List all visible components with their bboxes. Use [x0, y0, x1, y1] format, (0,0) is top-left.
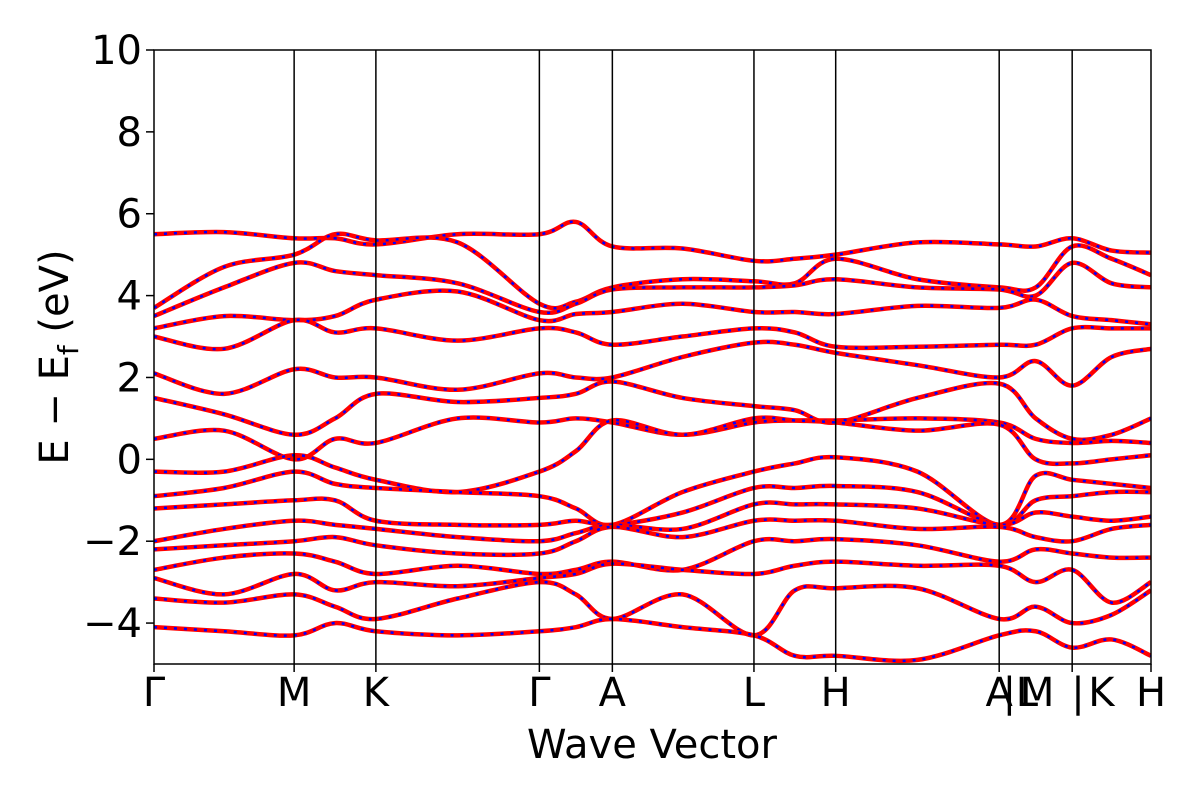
y-tick-label: 0	[117, 437, 142, 483]
x-tick-label: A	[599, 670, 627, 716]
x-tick-label: K	[1088, 670, 1116, 716]
y-tick-label: 10	[91, 28, 142, 74]
y-tick-label: −4	[83, 601, 142, 647]
band-line-8-solid	[154, 415, 1151, 495]
band-line-9-dashed	[154, 455, 1151, 527]
band-line-3-dashed	[154, 289, 1151, 330]
y-tick-label: −2	[83, 519, 142, 565]
band-line-7-dashed	[154, 416, 1151, 461]
x-tick-label: M	[1020, 670, 1055, 716]
band-line-4-dashed	[154, 318, 1151, 351]
x-tick-label: L	[1016, 670, 1039, 716]
x-tick-label: H	[821, 670, 851, 716]
band-lines	[154, 219, 1151, 664]
band-line-14-dashed	[154, 560, 1151, 604]
band-line-9-solid	[154, 454, 1151, 528]
kpoint-divider-lines	[293, 50, 1073, 664]
y-axis-label-main: E − E	[32, 355, 78, 465]
band-line-6-dashed	[154, 380, 1151, 442]
x-tick-label: H	[1136, 670, 1166, 716]
x-tick-label: L	[743, 670, 766, 716]
y-axis-label: E − Ef (eV)	[32, 249, 85, 464]
band-line-1-dashed	[154, 232, 1151, 310]
x-tick-label: M	[277, 670, 312, 716]
x-axis-label: Wave Vector	[527, 722, 778, 768]
y-tick-label: 4	[117, 274, 142, 320]
band-line-15-solid	[154, 579, 1151, 638]
band-line-16-solid	[154, 616, 1151, 664]
band-line-5-dashed	[154, 340, 1151, 396]
plot-frame	[153, 49, 1152, 665]
x-tick-label: K	[363, 670, 391, 716]
x-axis-ticks: Γ M K Γ A L H A| LM | K H	[143, 664, 1166, 716]
band-line-0-solid	[154, 219, 1151, 264]
y-axis-label-subscript: f	[52, 344, 85, 355]
band-line-3-solid	[154, 288, 1151, 331]
band-line-12-dashed	[154, 518, 1151, 557]
x-tick-label: Γ	[143, 670, 166, 716]
band-line-2-dashed	[154, 261, 1151, 318]
band-line-15-dashed	[154, 580, 1151, 637]
x-tick-label: |	[1071, 670, 1084, 716]
x-tick-label: |	[1003, 670, 1016, 716]
band-line-10-dashed	[154, 484, 1151, 527]
y-tick-label: 8	[117, 110, 142, 156]
y-tick-label: 2	[117, 355, 142, 401]
band-line-4-solid	[154, 317, 1151, 352]
x-tick-label: Γ	[528, 670, 551, 716]
x-tick-label: A	[985, 670, 1013, 716]
y-axis-label-unit: (eV)	[32, 249, 78, 345]
y-axis-ticks: −4 −2 0 2 4 6 8 10	[83, 28, 154, 647]
y-tick-label: 6	[117, 192, 142, 238]
band-line-12-solid	[154, 517, 1151, 558]
band-line-11-dashed	[154, 501, 1151, 543]
band-line-0-dashed	[154, 220, 1151, 263]
